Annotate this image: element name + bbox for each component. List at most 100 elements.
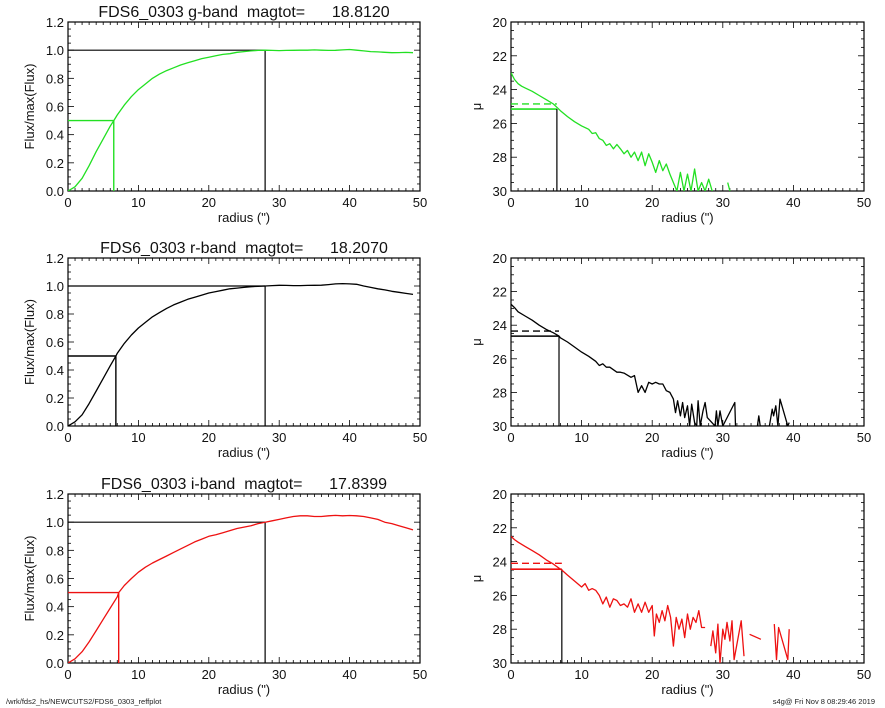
y-tick-label: 22 xyxy=(493,285,507,300)
x-tick-label: 0 xyxy=(64,195,71,210)
y-tick-label: 20 xyxy=(493,251,507,266)
x-tick-label: 20 xyxy=(202,195,216,210)
y-tick-label: 0.8 xyxy=(46,543,64,558)
y-tick-label: 1.2 xyxy=(46,487,64,502)
y-tick-label: 1.2 xyxy=(46,251,64,266)
chart-g-growth: 0 10 20 30 40 50 0.0 0.2 0.4 0.6 0.8 1.0 1.2 radius (… xyxy=(22,4,427,225)
y-axis-label: Flux/max(Flux) xyxy=(22,64,37,150)
y-tick-label: 30 xyxy=(493,184,507,199)
y-tick-label: 0.0 xyxy=(46,419,64,434)
profile-curve-segment xyxy=(727,182,731,191)
x-tick-label: 40 xyxy=(786,667,800,682)
y-tick-label: 0.6 xyxy=(46,572,64,587)
y-tick-label: 0.4 xyxy=(46,363,64,378)
x-tick-label: 50 xyxy=(413,430,427,445)
y-tick-label: 1.0 xyxy=(46,43,64,58)
y-tick-label: 28 xyxy=(493,150,507,165)
x-tick-label: 40 xyxy=(342,667,356,682)
x-tick-label: 20 xyxy=(202,430,216,445)
y-tick-label: 30 xyxy=(493,656,507,671)
footer-file-path: /wrk/fds2_hs/NEWCUTS2/FDS6_0303_reffplot xyxy=(6,697,162,706)
chart-title: FDS6_0303 g-band magtot= 18.8120 xyxy=(98,4,389,21)
x-tick-label: 30 xyxy=(716,667,730,682)
profile-curve-segment xyxy=(773,624,790,661)
y-axis-label: Flux/max(Flux) xyxy=(22,536,37,622)
y-tick-label: 30 xyxy=(493,419,507,434)
y-tick-label: 0.4 xyxy=(46,600,64,615)
y-tick-label: 0.4 xyxy=(46,128,64,143)
y-tick-label: 0.0 xyxy=(46,184,64,199)
x-tick-label: 50 xyxy=(857,430,871,445)
y-tick-label: 0.8 xyxy=(46,71,64,86)
x-tick-label: 0 xyxy=(64,667,71,682)
x-tick-label: 0 xyxy=(64,430,71,445)
x-tick-label: 20 xyxy=(645,195,659,210)
x-tick-label: 50 xyxy=(857,667,871,682)
x-tick-label: 10 xyxy=(131,430,145,445)
y-tick-label: 0.2 xyxy=(46,628,64,643)
plot-frame xyxy=(510,257,865,427)
chart-title: FDS6_0303 i-band magtot= 17.8399 xyxy=(101,476,387,493)
plot-frame xyxy=(67,21,421,192)
growth-curve-segment xyxy=(68,282,414,426)
y-tick-label: 28 xyxy=(493,385,507,400)
x-tick-label: 30 xyxy=(272,430,286,445)
x-tick-label: 50 xyxy=(857,195,871,210)
x-tick-label: 30 xyxy=(716,195,730,210)
y-tick-label: 0.6 xyxy=(46,335,64,350)
x-tick-label: 30 xyxy=(272,195,286,210)
profile-curve-segment xyxy=(756,398,790,426)
plot-frame xyxy=(510,21,865,192)
profile-curve-segment xyxy=(511,303,737,426)
y-tick-label: 0.8 xyxy=(46,307,64,322)
footer-timestamp: s4g@ Fri Nov 8 08:29:46 2019 xyxy=(772,697,875,706)
chart-title: FDS6_0303 r-band magtot= 18.2070 xyxy=(100,240,388,257)
x-tick-label: 0 xyxy=(507,667,514,682)
x-axis-label: radius (") xyxy=(661,445,713,460)
y-tick-label: 0.6 xyxy=(46,100,64,115)
chart-i-growth: 0 10 20 30 40 50 0.0 0.2 0.4 0.6 0.8 1.0 1.2 radius (… xyxy=(22,476,427,697)
x-tick-label: 0 xyxy=(507,430,514,445)
x-tick-label: 30 xyxy=(272,667,286,682)
x-tick-label: 50 xyxy=(413,195,427,210)
y-tick-label: 0.0 xyxy=(46,656,64,671)
y-axis-label: μ xyxy=(469,103,484,111)
y-tick-label: 1.0 xyxy=(46,279,64,294)
growth-curve-segment xyxy=(68,514,414,663)
profile-curve-segment xyxy=(511,72,713,191)
y-tick-label: 0.2 xyxy=(46,391,64,406)
x-tick-label: 20 xyxy=(645,430,659,445)
profile-curve-segment xyxy=(749,633,762,640)
y-tick-label: 24 xyxy=(493,555,507,570)
x-tick-label: 10 xyxy=(574,667,588,682)
y-tick-label: 1.0 xyxy=(46,515,64,530)
x-tick-label: 30 xyxy=(716,430,730,445)
plot-frame xyxy=(67,493,421,664)
x-tick-label: 40 xyxy=(342,195,356,210)
x-tick-label: 20 xyxy=(202,667,216,682)
x-tick-label: 0 xyxy=(507,195,514,210)
y-tick-label: 0.2 xyxy=(46,156,64,171)
x-axis-label: radius (") xyxy=(218,210,270,225)
y-tick-label: 26 xyxy=(493,352,507,367)
x-tick-label: 10 xyxy=(574,195,588,210)
chart-r-growth: 0 10 20 30 40 50 0.0 0.2 0.4 0.6 0.8 1.0 1.2 radius (… xyxy=(22,240,427,460)
y-axis-label: Flux/max(Flux) xyxy=(22,299,37,385)
plot-frame xyxy=(510,493,865,664)
x-tick-label: 10 xyxy=(131,667,145,682)
y-tick-label: 20 xyxy=(493,15,507,30)
x-tick-label: 20 xyxy=(645,667,659,682)
x-tick-label: 50 xyxy=(413,667,427,682)
x-axis-label: radius (") xyxy=(218,682,270,697)
x-axis-label: radius (") xyxy=(218,445,270,460)
y-tick-label: 24 xyxy=(493,83,507,98)
y-tick-label: 24 xyxy=(493,318,507,333)
x-tick-label: 10 xyxy=(574,430,588,445)
profile-curve-segment xyxy=(710,620,745,663)
y-tick-label: 26 xyxy=(493,116,507,131)
x-tick-label: 10 xyxy=(131,195,145,210)
x-tick-label: 40 xyxy=(786,430,800,445)
y-axis-label: μ xyxy=(469,575,484,583)
